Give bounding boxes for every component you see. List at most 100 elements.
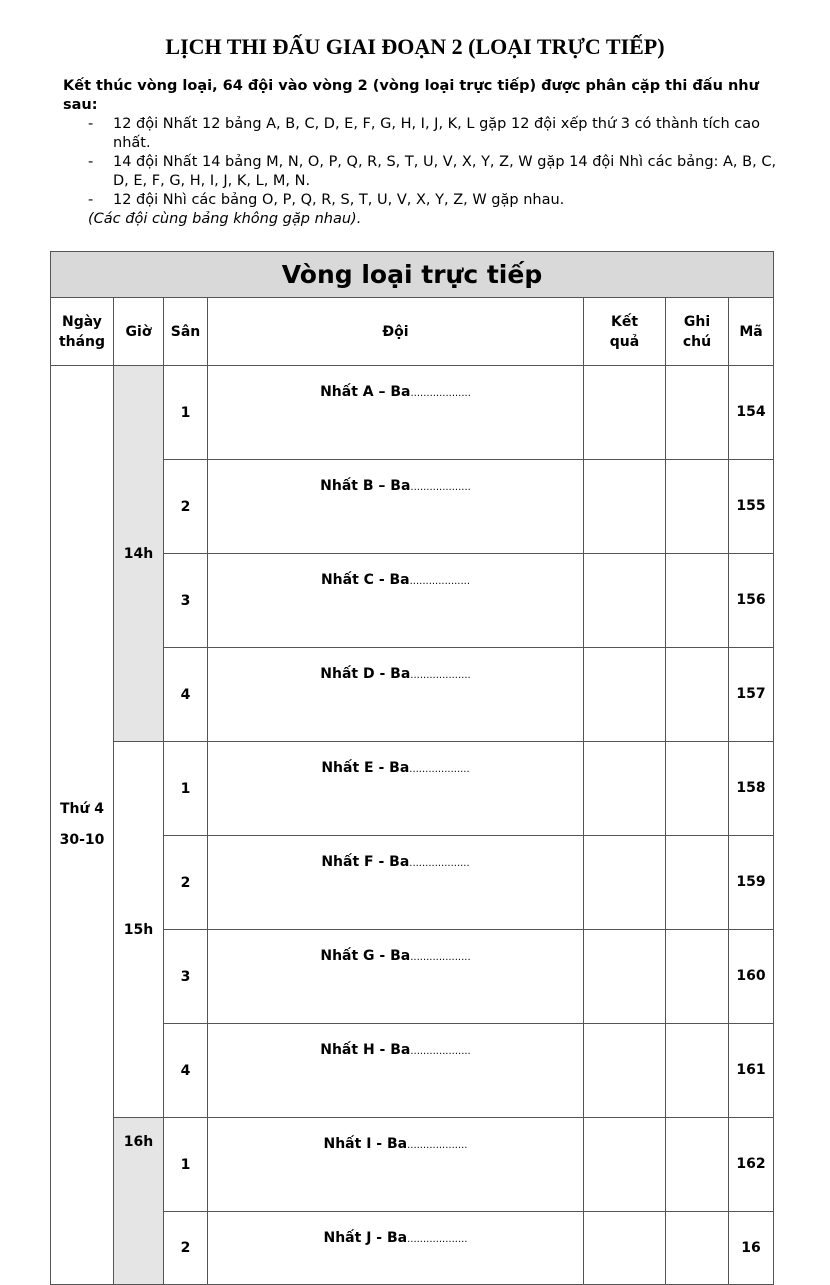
intro: Kết thúc vòng loại, 64 đội vào vòng 2 (v… <box>63 77 783 229</box>
team-cell: Nhất I - Ba................... <box>207 1117 584 1212</box>
note-cell <box>665 929 729 1024</box>
header-team: Đội <box>207 297 584 366</box>
team-cell: Nhất A – Ba................... <box>207 365 584 460</box>
code-cell: 161 <box>727 1023 775 1118</box>
court-cell: 2 <box>163 459 208 554</box>
date-cell: Thứ 4 30-10 <box>50 365 114 1285</box>
court-cell: 1 <box>163 1117 208 1212</box>
team-label: Nhất C - Ba <box>320 572 410 588</box>
header-row: Ngày tháng Giờ Sân Đội Kết quả Ghi chú M… <box>50 297 775 366</box>
header-code: Mã <box>727 297 775 366</box>
team-blank: ................... <box>410 388 471 399</box>
team-blank: ................... <box>410 670 471 681</box>
team-blank: ................... <box>409 576 471 587</box>
result-cell <box>583 459 666 554</box>
team-label: Nhất J - Ba <box>323 1230 408 1246</box>
table-row: 16h 1 Nhất I - Ba................... 162 <box>51 1117 775 1285</box>
team-cell: Nhất H - Ba................... <box>207 1023 584 1118</box>
code-cell: 160 <box>727 929 775 1024</box>
team-blank: ................... <box>410 482 471 493</box>
header-court: Sân <box>163 297 208 366</box>
team-label: Nhất F - Ba <box>321 854 410 870</box>
note-cell <box>665 741 729 836</box>
court-cell: 4 <box>163 1023 208 1118</box>
team-label: Nhất H - Ba <box>320 1042 411 1058</box>
time-cell: 14h <box>113 365 164 742</box>
note-cell <box>665 459 729 554</box>
court-cell: 3 <box>163 553 208 648</box>
team-blank: ................... <box>407 1234 468 1245</box>
header-note: Ghi chú <box>665 297 729 366</box>
table-row: 4 Nhất H - Ba................... 161 <box>51 1023 775 1118</box>
rule-item: -12 đội Nhì các bảng O, P, Q, R, S, T, U… <box>88 192 565 208</box>
table-row: 2 Nhất B – Ba................... 155 <box>51 459 775 554</box>
result-cell <box>583 1117 666 1212</box>
table-row: Thứ 4 30-10 14h 1 Nhất A – Ba..............… <box>50 365 775 1285</box>
code-cell: 157 <box>727 647 775 742</box>
note-cell <box>665 365 729 460</box>
note-cell <box>665 553 729 648</box>
result-cell <box>583 835 666 930</box>
rules-list: -12 đội Nhất 12 bảng A, B, C, D, E, F, G… <box>63 115 783 210</box>
code-cell: 16 <box>727 1211 775 1285</box>
result-cell <box>583 365 666 460</box>
table-caption: Vòng loại trực tiếp <box>49 251 775 298</box>
code-cell: 155 <box>727 459 775 554</box>
table-row: 3 Nhất C - Ba................... 156 <box>51 553 775 648</box>
result-cell <box>583 1211 666 1285</box>
result-cell <box>583 553 666 648</box>
court-cell: 1 <box>163 741 208 836</box>
team-label: Nhất I - Ba <box>323 1136 408 1152</box>
team-cell: Nhất C - Ba................... <box>207 553 584 648</box>
team-label: Nhất B – Ba <box>320 478 411 494</box>
result-cell <box>583 1023 666 1118</box>
team-label: Nhất G - Ba <box>320 948 411 964</box>
time-cell: 15h <box>113 741 164 1118</box>
header-date: Ngày tháng <box>50 297 114 366</box>
result-cell <box>583 741 666 836</box>
note-cell <box>665 1211 729 1285</box>
note-cell <box>665 1023 729 1118</box>
time-cell: 16h <box>113 1117 164 1285</box>
team-cell: Nhất G - Ba................... <box>207 929 584 1024</box>
court-cell: 3 <box>163 929 208 1024</box>
note-cell <box>665 835 729 930</box>
team-blank: ................... <box>410 1046 471 1057</box>
team-label: Nhất D - Ba <box>320 666 411 682</box>
rule-item: -14 đội Nhất 14 bảng M, N, O, P, Q, R, S… <box>88 154 777 189</box>
result-cell <box>583 647 666 742</box>
table-row: 15h 1 Nhất E - Ba................... 158 <box>51 741 775 1118</box>
team-label: Nhất A – Ba <box>320 384 411 400</box>
team-label: Nhất E - Ba <box>321 760 410 776</box>
rule-item: -12 đội Nhất 12 bảng A, B, C, D, E, F, G… <box>88 116 761 151</box>
code-cell: 162 <box>727 1117 775 1212</box>
court-cell: 1 <box>163 365 208 460</box>
code-cell: 158 <box>727 741 775 836</box>
code-cell: 154 <box>727 365 775 460</box>
team-cell: Nhất D - Ba................... <box>207 647 584 742</box>
team-blank: ................... <box>409 764 470 775</box>
court-cell: 2 <box>163 1211 208 1285</box>
table-row: 4 Nhất D - Ba................... 157 <box>51 647 775 742</box>
note-cell <box>665 647 729 742</box>
code-cell: 156 <box>727 553 775 648</box>
header-time: Giờ <box>113 297 164 366</box>
court-cell: 4 <box>163 647 208 742</box>
table-row: 2 Nhất F - Ba................... 159 <box>51 835 775 930</box>
team-cell: Nhất J - Ba................... <box>207 1211 584 1285</box>
code-cell: 159 <box>727 835 775 930</box>
result-cell <box>583 929 666 1024</box>
intro-note: (Các đội cùng bảng không gặp nhau). <box>88 211 362 227</box>
court-cell: 2 <box>163 835 208 930</box>
team-cell: Nhất E - Ba................... <box>207 741 584 836</box>
team-cell: Nhất F - Ba................... <box>207 835 584 930</box>
team-blank: ................... <box>409 858 470 869</box>
intro-lead: Kết thúc vòng loại, 64 đội vào vòng 2 (v… <box>63 78 759 113</box>
page-title: LỊCH THI ĐẤU GIAI ĐOẠN 2 (LOẠI TRỰC TIẾP… <box>165 34 665 59</box>
team-cell: Nhất B – Ba................... <box>207 459 584 554</box>
header-result: Kết quả <box>583 297 666 366</box>
note-cell <box>665 1117 729 1212</box>
team-blank: ................... <box>407 1140 468 1151</box>
schedule-table: Vòng loại trực tiếp Ngày tháng Giờ Sân Đ… <box>49 251 775 1285</box>
team-blank: ................... <box>410 952 471 963</box>
